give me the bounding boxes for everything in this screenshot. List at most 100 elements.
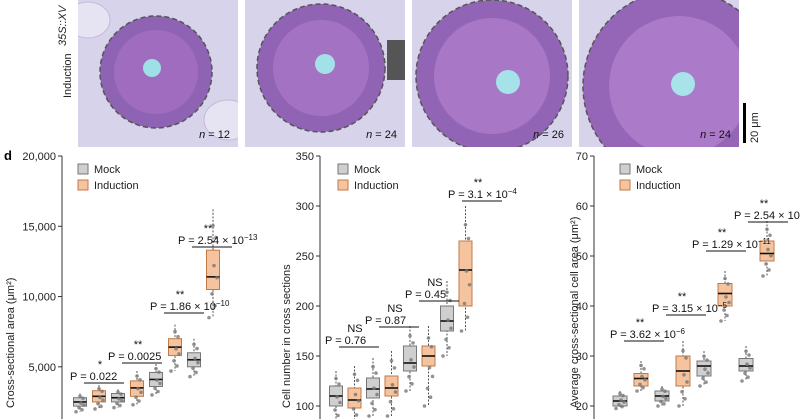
data-point [169,369,173,373]
data-point [117,396,121,401]
p-value-label: P = 2.54 × 10−13 [178,233,258,247]
data-point [390,383,395,387]
y-tick-label: 60 [576,201,588,213]
data-point [352,372,357,377]
scale-bar-line [743,103,746,143]
data-point [444,337,448,342]
legend-label-mock: Mock [354,164,381,176]
legend-label-mock: Mock [94,164,121,176]
data-point [207,315,211,320]
y-tick-label: 70 [576,151,588,163]
data-point [642,367,646,371]
box-induction [347,387,362,409]
significance-stars: * [98,359,103,371]
data-point [172,359,176,363]
data-point [639,363,643,368]
data-point [389,358,394,363]
data-point [334,376,338,381]
data-point [157,370,161,374]
data-point [661,394,665,399]
data-point [638,382,642,387]
p-value-label: P = 0.0025 [108,351,161,363]
y-tick-label: 40 [576,301,588,313]
data-point [354,413,359,417]
p-value-exponent: −10 [216,299,230,308]
data-point [722,308,726,312]
data-point [620,404,624,409]
p-value-exponent: −11 [758,237,772,246]
data-point [769,253,773,258]
data-point [336,413,340,418]
data-point [134,395,138,400]
data-point [761,274,765,278]
data-point [724,295,728,299]
p-value-label: P = 1.86 × 10−10 [150,299,230,313]
data-point [447,345,451,350]
data-point [410,382,414,386]
y-tick-label: 30 [576,351,588,363]
data-point [404,389,408,393]
data-point [411,341,415,345]
data-point [408,333,412,338]
data-point [449,326,453,331]
n-count: n = 26 [533,129,564,141]
data-point [118,403,122,408]
p-value-label: P = 0.45 [405,289,446,301]
data-point [445,290,449,295]
chart-cell-number: Cell number in cross sections 100 150 200 2… [281,151,517,419]
data-point [664,396,668,401]
data-point [656,404,660,408]
data-point [196,360,200,365]
scale-bar-label: 20 μm [749,112,761,143]
data-point [374,371,378,375]
data-point [617,402,621,407]
data-point [466,236,471,241]
significance-stars: ** [636,317,645,329]
data-point [641,385,645,390]
data-point [175,364,179,368]
significance-stars: ** [176,289,185,301]
data-point [705,358,709,362]
box-induction [633,373,649,387]
n-count: n = 12 [199,129,230,141]
data-point [388,399,393,404]
data-point [135,374,139,378]
data-point [425,386,430,391]
data-point [215,275,219,280]
data-point [99,404,103,409]
significance-stars: NS [387,303,402,315]
data-point [211,223,215,228]
data-point [81,396,85,401]
legend-swatch-induction [619,179,631,191]
data-point [748,366,752,370]
legend-label-induction: Induction [636,180,681,192]
data-point [684,356,688,360]
p-value-label: P = 3.15 × 10−5 [652,301,728,315]
data-point [745,362,749,366]
y-tick-label: 5,000 [28,362,56,374]
data-point [407,374,411,379]
data-point [467,282,472,287]
data-point [80,407,84,412]
data-point [422,404,427,408]
data-point [767,268,771,272]
y-tick-label: 150 [296,351,314,363]
significance-stars: ** [134,339,143,351]
data-point [392,366,397,370]
p-value-label: P = 0.022 [70,371,117,383]
data-point [429,345,434,349]
data-point [723,276,727,281]
legend-swatch-mock [77,163,89,175]
data-point [446,318,450,322]
p-value-exponent: −13 [244,233,258,242]
data-point [685,380,689,384]
data-point [131,402,135,407]
data-point [375,392,379,397]
data-point [464,269,469,273]
legend-label-induction: Induction [94,180,139,192]
data-point [441,354,445,358]
data-point [351,407,356,411]
data-point [353,392,358,397]
p-value-label: P = 0.87 [365,315,406,327]
data-point [120,399,124,403]
